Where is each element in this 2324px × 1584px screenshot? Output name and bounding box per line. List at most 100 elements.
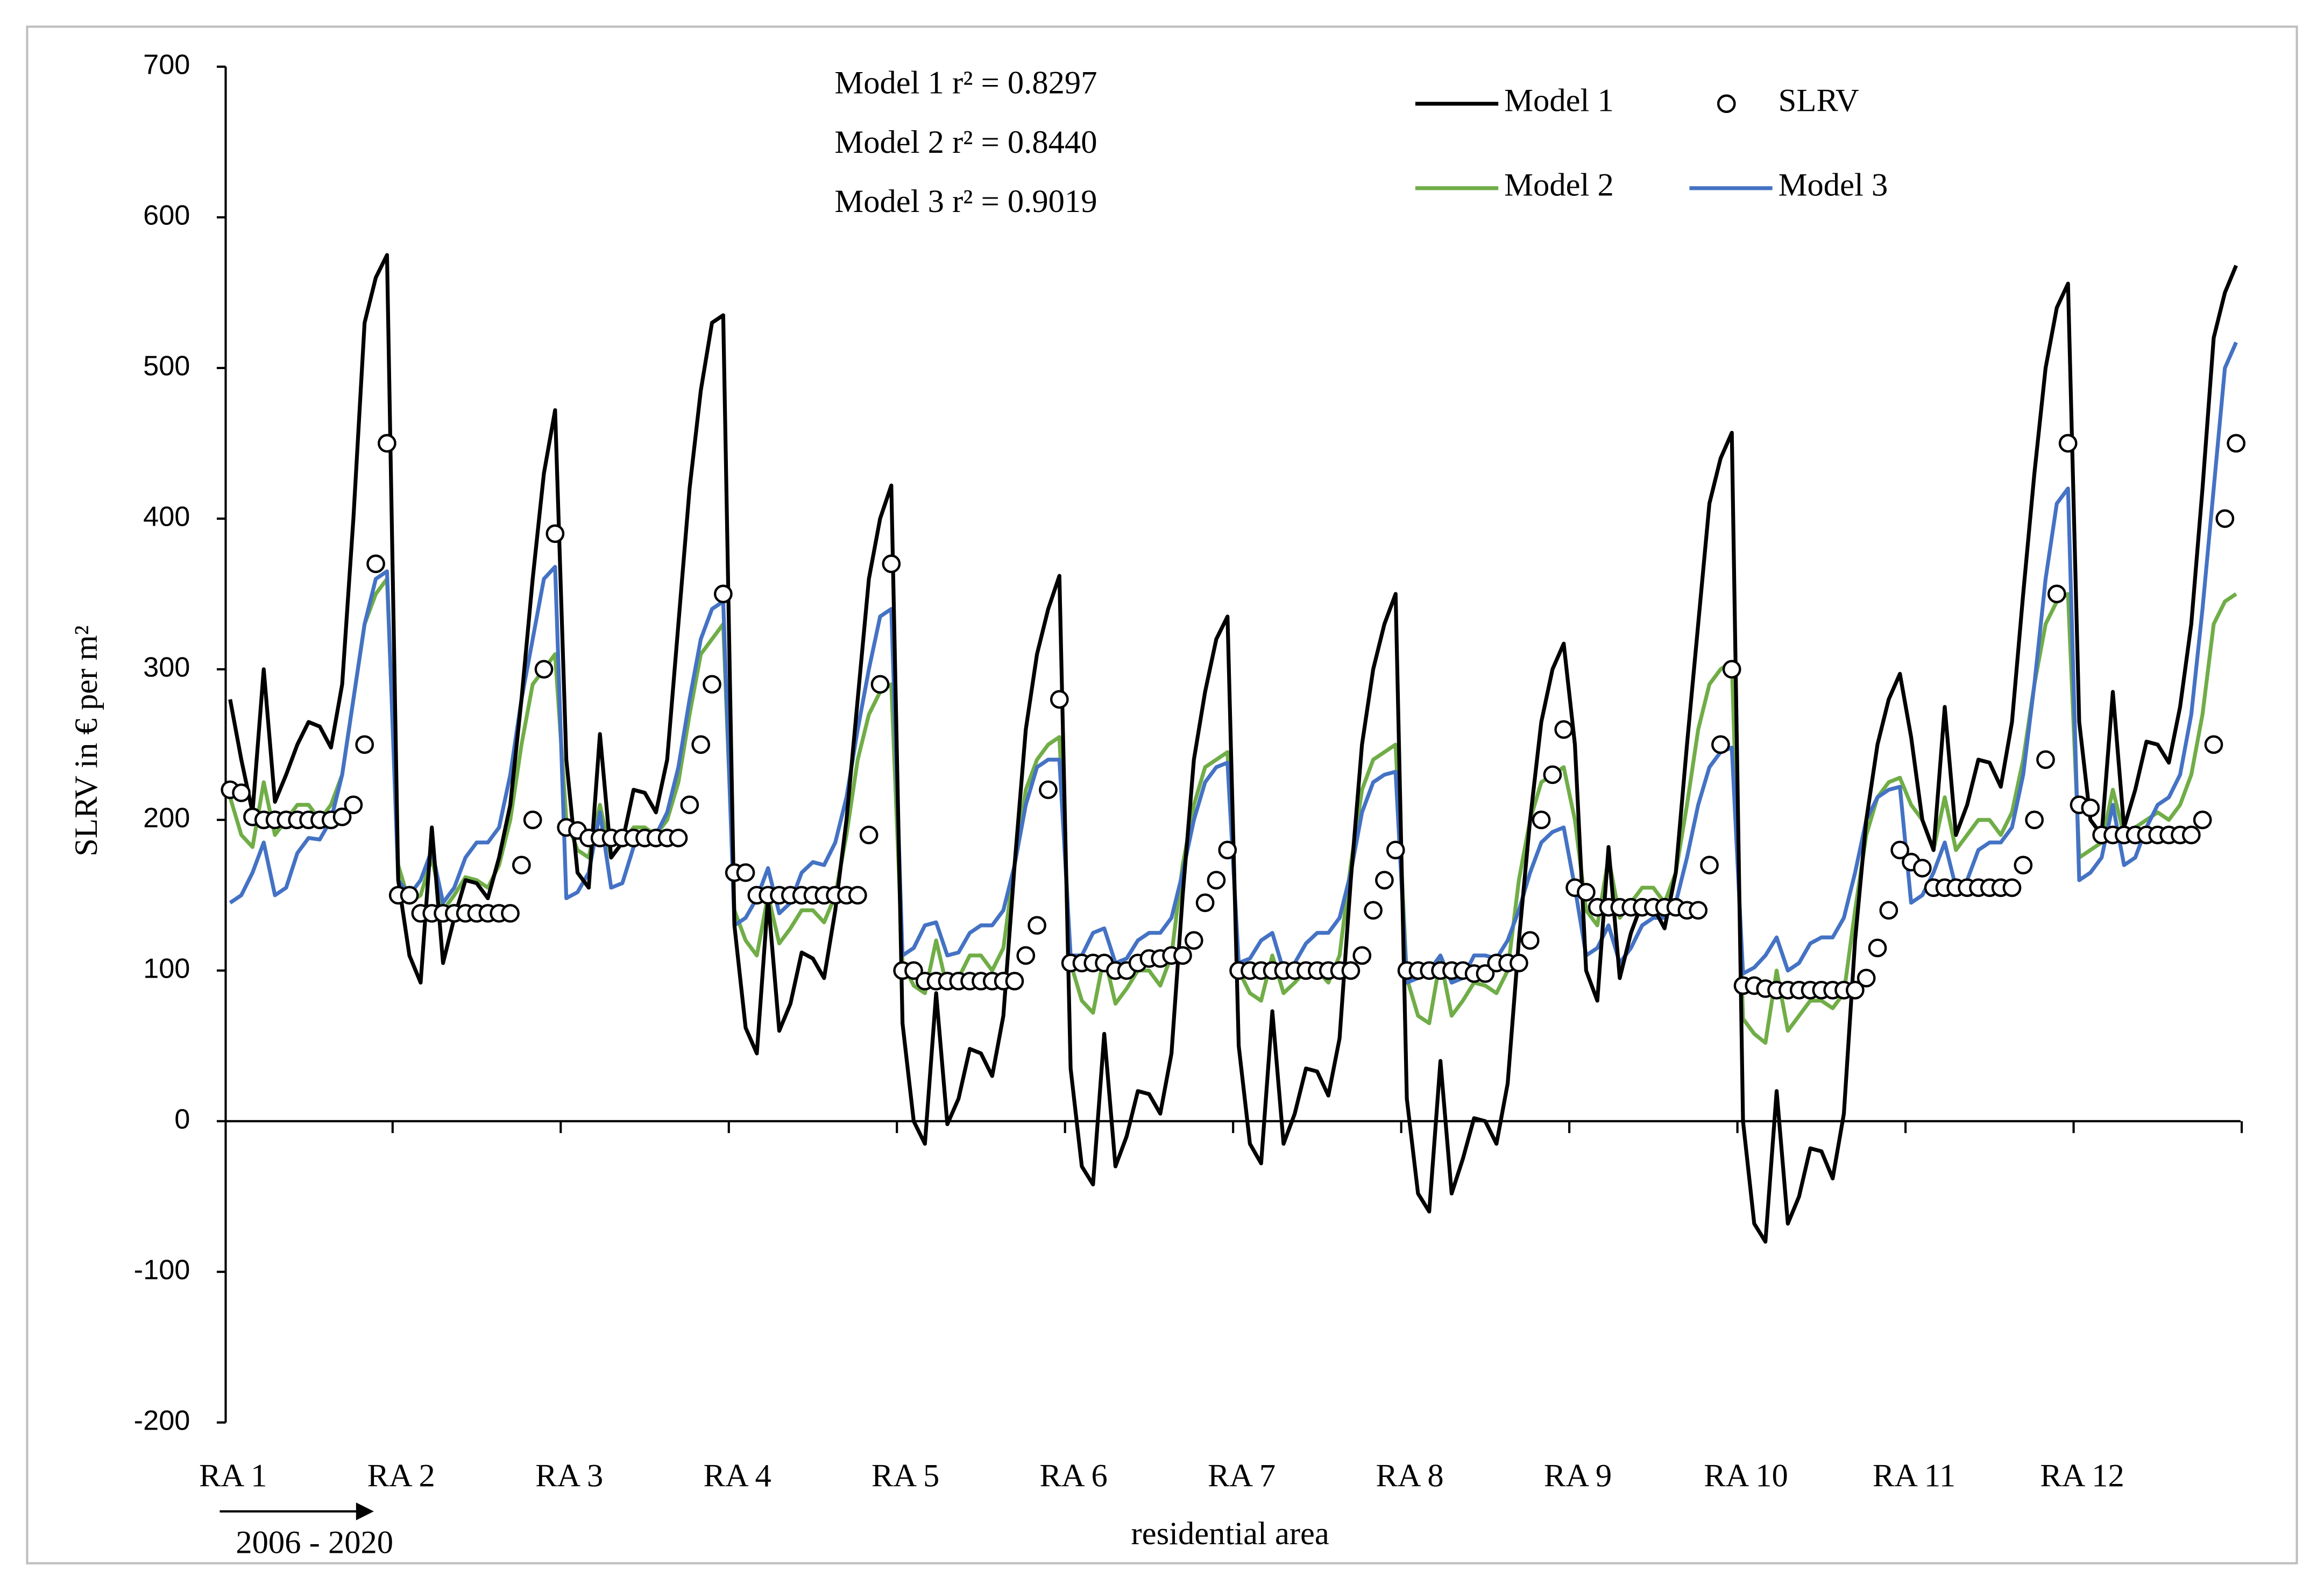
data-point bbox=[355, 735, 374, 754]
plot-area: -200 -100 0 100 200 300 400 500 600 700 RA 1 RA 2 RA… bbox=[134, 49, 2245, 1494]
x-tick-label: RA 1 bbox=[199, 1458, 267, 1494]
period-arrow-head bbox=[356, 1502, 374, 1521]
data-point bbox=[691, 735, 711, 754]
x-tick-label: RA 12 bbox=[2040, 1458, 2124, 1494]
data-point bbox=[1341, 961, 1361, 980]
data-point bbox=[1543, 765, 1562, 784]
data-point bbox=[2047, 584, 2066, 604]
data-point bbox=[344, 795, 363, 815]
data-point bbox=[1857, 968, 1876, 988]
legend-label: SLRV bbox=[1779, 83, 1859, 119]
data-point bbox=[332, 807, 352, 826]
y-tick-label: -200 bbox=[134, 1405, 190, 1437]
data-point bbox=[232, 783, 251, 802]
x-tick-label: RA 3 bbox=[535, 1458, 603, 1494]
y-tick-label: 100 bbox=[143, 953, 190, 985]
x-tick-label: RA 5 bbox=[872, 1458, 939, 1494]
y-tick-label: 500 bbox=[143, 351, 190, 382]
data-point bbox=[1532, 810, 1551, 830]
data-point bbox=[1352, 946, 1372, 965]
chart-frame bbox=[26, 25, 2298, 1565]
annotation: Model 3 r² = 0.9019 bbox=[834, 183, 1097, 220]
x-tick-label: RA 9 bbox=[1544, 1458, 1612, 1494]
annotation-box bbox=[807, 52, 1186, 227]
annotation: Model 1 r² = 0.8297 bbox=[834, 65, 1097, 101]
data-point bbox=[523, 810, 542, 830]
data-point bbox=[904, 961, 923, 980]
y-tick-label: 400 bbox=[143, 501, 190, 533]
data-point bbox=[1879, 901, 1898, 920]
x-tick-label: RA 6 bbox=[1040, 1458, 1108, 1494]
y-tick-label: 200 bbox=[143, 803, 190, 834]
data-point bbox=[1912, 859, 1932, 878]
y-axis-label: SLRV in € per m² bbox=[68, 625, 104, 857]
data-point bbox=[1890, 840, 1910, 860]
period-label: 2006 - 2020 bbox=[236, 1524, 393, 1560]
data-point bbox=[1364, 901, 1383, 920]
data-point bbox=[2181, 825, 2201, 845]
data-point bbox=[713, 584, 733, 604]
data-point bbox=[2081, 798, 2100, 817]
data-point bbox=[859, 825, 878, 845]
data-point bbox=[501, 904, 520, 923]
data-point bbox=[2193, 810, 2212, 830]
data-point bbox=[512, 855, 531, 875]
data-point bbox=[1207, 871, 1226, 890]
y-tick-label: 0 bbox=[174, 1104, 190, 1135]
data-point bbox=[736, 863, 755, 882]
data-point bbox=[378, 434, 396, 453]
x-tick-label: RA 8 bbox=[1376, 1458, 1443, 1494]
data-point bbox=[1173, 946, 1192, 965]
data-point bbox=[848, 886, 867, 905]
data-point bbox=[400, 886, 419, 905]
data-point bbox=[1218, 840, 1237, 860]
data-point bbox=[1386, 840, 1405, 860]
legend: Model 1 SLRV Model 2 Model 3 bbox=[1415, 83, 1888, 203]
data-point bbox=[1510, 953, 1528, 973]
legend-label: Model 1 bbox=[1504, 83, 1614, 119]
data-point bbox=[1554, 720, 1574, 739]
legend-label: Model 3 bbox=[1779, 167, 1888, 203]
data-point bbox=[1476, 964, 1495, 983]
data-point bbox=[1577, 882, 1596, 902]
data-point bbox=[1700, 855, 1719, 875]
data-point bbox=[680, 795, 699, 815]
annotation: Model 2 r² = 0.8440 bbox=[834, 124, 1097, 160]
data-point bbox=[2215, 509, 2235, 528]
x-tick-label: RA 7 bbox=[1208, 1458, 1276, 1494]
data-point bbox=[534, 660, 554, 679]
data-point bbox=[2002, 878, 2022, 897]
legend-label: Model 2 bbox=[1504, 167, 1614, 203]
data-point bbox=[1016, 946, 1036, 965]
data-point bbox=[2204, 735, 2223, 754]
data-point bbox=[1005, 972, 1024, 991]
x-axis-label: residential area bbox=[1131, 1516, 1329, 1552]
data-point bbox=[1039, 780, 1058, 800]
data-point bbox=[1722, 660, 1741, 679]
data-point bbox=[703, 675, 721, 694]
y-tick-label: 600 bbox=[143, 200, 190, 231]
data-point bbox=[2025, 810, 2044, 830]
data-point bbox=[1050, 690, 1069, 709]
data-point bbox=[870, 675, 890, 694]
data-point bbox=[2036, 750, 2055, 769]
data-point bbox=[1868, 938, 1887, 958]
legend-marker bbox=[1717, 94, 1736, 114]
data-point bbox=[1689, 901, 1708, 920]
y-tick-label: -100 bbox=[134, 1255, 190, 1286]
data-point bbox=[882, 554, 901, 574]
data-point bbox=[1711, 735, 1730, 754]
data-point bbox=[669, 829, 688, 847]
data-point bbox=[2014, 855, 2033, 875]
data-point bbox=[1184, 931, 1203, 950]
data-point bbox=[1195, 893, 1215, 913]
data-point bbox=[2227, 434, 2245, 453]
y-tick-label: 300 bbox=[143, 652, 190, 683]
data-point bbox=[1375, 871, 1394, 890]
data-point bbox=[2058, 434, 2078, 453]
series-line bbox=[228, 253, 2238, 1244]
data-point bbox=[1028, 916, 1046, 935]
y-tick-label: 700 bbox=[143, 49, 190, 81]
data-point bbox=[1846, 980, 1865, 1000]
